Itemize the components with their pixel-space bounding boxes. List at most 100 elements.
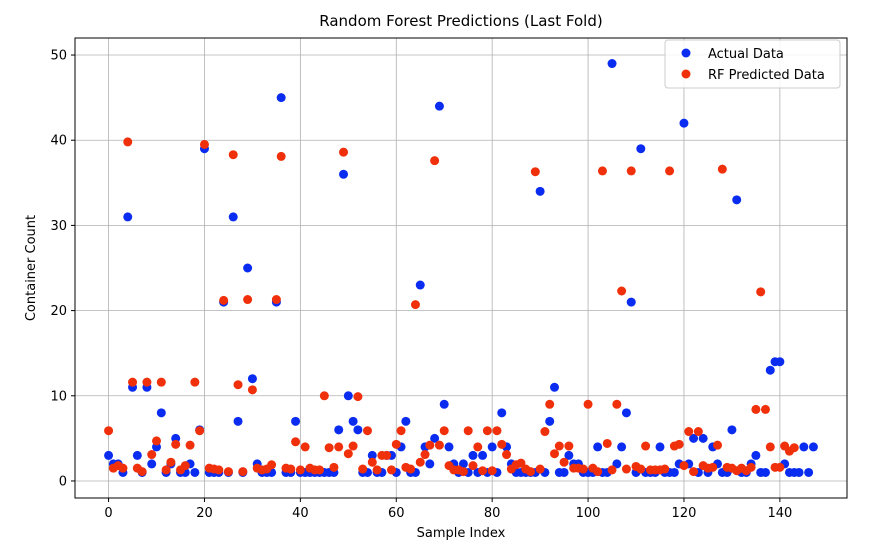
data-point xyxy=(679,461,689,471)
data-point xyxy=(291,437,301,447)
data-point xyxy=(439,426,449,436)
data-point xyxy=(324,443,334,453)
grid-lines xyxy=(75,38,847,498)
data-point xyxy=(156,408,166,418)
data-point xyxy=(295,465,305,475)
data-point xyxy=(804,467,814,477)
data-point xyxy=(559,457,569,467)
data-point xyxy=(406,464,416,474)
data-point xyxy=(698,433,708,443)
data-point xyxy=(147,450,157,460)
data-point xyxy=(315,465,325,475)
data-point xyxy=(564,450,574,460)
data-point xyxy=(732,195,742,205)
data-point xyxy=(439,399,449,409)
data-point xyxy=(621,408,631,418)
data-point xyxy=(199,139,209,149)
data-point xyxy=(190,377,200,387)
data-point xyxy=(612,399,622,409)
data-point xyxy=(348,416,358,426)
data-point xyxy=(530,167,540,177)
data-point xyxy=(219,295,229,305)
series-predicted xyxy=(104,137,799,477)
y-axis-label: Container Count xyxy=(24,215,39,321)
data-point xyxy=(578,464,588,474)
data-point xyxy=(228,212,238,222)
data-point xyxy=(142,377,152,387)
data-point xyxy=(300,442,310,452)
data-point xyxy=(243,295,253,305)
x-tick-label: 100 xyxy=(576,506,601,521)
y-tick-label: 20 xyxy=(50,304,67,319)
data-point xyxy=(425,440,435,450)
data-point xyxy=(617,442,627,452)
data-point xyxy=(319,391,329,401)
data-point xyxy=(641,441,651,451)
data-point xyxy=(415,280,425,290)
data-point xyxy=(156,377,166,387)
data-point xyxy=(540,427,550,437)
legend-marker-actual xyxy=(681,48,691,58)
data-point xyxy=(343,391,353,401)
data-point xyxy=(147,459,157,469)
y-tick-label: 10 xyxy=(50,389,67,404)
data-point xyxy=(473,442,483,452)
x-tick-label: 140 xyxy=(767,506,792,521)
data-point xyxy=(636,144,646,154)
data-point xyxy=(545,416,555,426)
x-tick-label: 40 xyxy=(292,506,309,521)
data-point xyxy=(602,438,612,448)
data-point xyxy=(458,467,468,477)
data-point xyxy=(458,459,468,469)
data-point xyxy=(348,441,358,451)
data-point xyxy=(636,464,646,474)
x-tick-label: 60 xyxy=(388,506,405,521)
legend-marker-predicted xyxy=(681,69,691,79)
data-point xyxy=(597,166,607,176)
data-point xyxy=(760,404,770,414)
data-point xyxy=(382,450,392,460)
legend: Actual Data RF Predicted Data xyxy=(664,39,841,89)
data-point xyxy=(689,467,699,477)
data-point xyxy=(243,263,253,273)
data-point xyxy=(171,439,181,449)
data-point xyxy=(794,467,804,477)
data-point xyxy=(660,464,670,474)
data-point xyxy=(482,426,492,436)
data-point xyxy=(751,450,761,460)
data-point xyxy=(727,425,737,435)
data-point xyxy=(545,399,555,409)
data-point xyxy=(434,440,444,450)
x-tick-label: 120 xyxy=(672,506,697,521)
data-point xyxy=(267,460,277,470)
chart-title: Random Forest Predictions (Last Fold) xyxy=(319,12,602,30)
data-point xyxy=(401,416,411,426)
data-point xyxy=(775,357,785,367)
data-point xyxy=(559,467,569,477)
data-point xyxy=(195,426,205,436)
data-point xyxy=(617,286,627,296)
data-point xyxy=(689,433,699,443)
x-axis-label: Sample Index xyxy=(417,526,506,541)
data-point xyxy=(271,295,281,305)
data-point xyxy=(118,463,128,473)
data-point xyxy=(343,449,353,459)
data-point xyxy=(339,169,349,179)
legend-label-actual: Actual Data xyxy=(708,47,784,62)
data-point xyxy=(463,426,473,436)
data-point xyxy=(214,465,224,475)
data-point xyxy=(799,442,809,452)
data-point xyxy=(233,380,243,390)
data-point xyxy=(679,118,689,128)
data-point xyxy=(434,101,444,111)
data-point xyxy=(626,166,636,176)
data-point xyxy=(104,426,114,436)
data-point xyxy=(247,374,257,384)
data-point xyxy=(276,93,286,103)
data-points xyxy=(104,59,818,477)
data-point xyxy=(751,404,761,414)
x-tick-label: 0 xyxy=(104,506,112,521)
data-point xyxy=(391,439,401,449)
data-point xyxy=(487,442,497,452)
